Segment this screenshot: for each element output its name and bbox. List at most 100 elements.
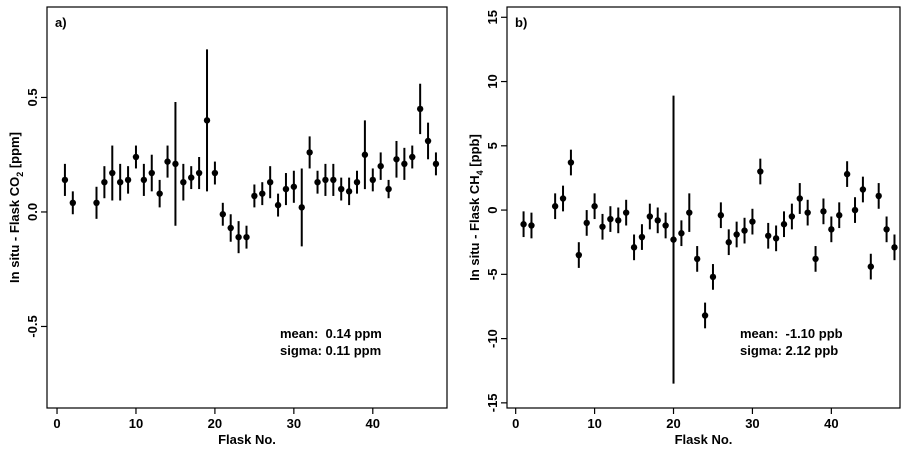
data-point (409, 153, 416, 161)
data-point (164, 158, 171, 165)
data-point (322, 176, 329, 184)
data-point (314, 178, 321, 186)
data-point (812, 255, 819, 263)
data-point (615, 217, 622, 224)
data-point (843, 170, 851, 178)
x-axis-label: Flask No. (218, 432, 276, 447)
data-point (678, 230, 685, 237)
data-point (298, 204, 305, 211)
data-point (432, 160, 440, 168)
data-point (188, 174, 195, 181)
y-axis-label: In situ - Flask CH4 [ppb] (467, 134, 485, 281)
data-point (859, 186, 867, 193)
data-point (551, 203, 559, 210)
data-point (670, 236, 677, 243)
data-point (820, 208, 827, 215)
panel-label: b) (515, 15, 527, 30)
x-tick-label: 0 (53, 416, 60, 431)
x-tick-label: 30 (745, 416, 759, 431)
data-point (416, 105, 424, 113)
data-point (891, 244, 898, 251)
data-point (61, 176, 69, 184)
y-tick-label: 10 (485, 74, 500, 88)
data-point (622, 209, 630, 216)
data-point (575, 251, 583, 259)
data-point (638, 233, 646, 241)
plot-frame (506, 6, 901, 409)
y-axis-label-part: [ppb] (467, 134, 482, 170)
x-tick-label: 30 (287, 416, 301, 431)
data-point (338, 185, 345, 193)
data-point (243, 233, 250, 241)
data-point (780, 221, 788, 228)
data-point (772, 235, 780, 242)
data-point (749, 218, 756, 225)
data-point (345, 188, 353, 195)
data-point (148, 169, 155, 177)
data-point (306, 149, 313, 156)
data-point (132, 153, 140, 161)
data-point (361, 151, 369, 158)
data-point (259, 190, 266, 197)
y-tick-label: -15 (485, 393, 500, 412)
data-point (741, 227, 748, 234)
data-point (377, 162, 384, 170)
data-point (140, 176, 148, 184)
plot-frame (46, 6, 448, 409)
data-point (93, 199, 100, 207)
data-point (180, 178, 187, 186)
data-point (385, 185, 392, 193)
data-point (630, 244, 638, 251)
data-point (686, 209, 693, 216)
data-point (203, 117, 211, 124)
data-point (424, 137, 432, 145)
data-point (662, 222, 669, 229)
y-tick-label: 0 (485, 206, 500, 213)
y-tick-label: -5 (485, 269, 500, 281)
x-tick-label: 20 (666, 416, 680, 431)
data-point (836, 212, 843, 219)
data-point (701, 312, 709, 319)
data-point (875, 192, 882, 200)
data-point (765, 232, 772, 239)
data-point (867, 263, 875, 270)
annotation: sigma: 0.11 ppm (280, 343, 381, 358)
data-point (393, 156, 400, 163)
data-point (369, 176, 376, 184)
data-point (156, 190, 163, 197)
y-tick-label: -10 (485, 329, 500, 348)
data-point (591, 203, 598, 210)
data-point (69, 199, 77, 207)
x-tick-label: 40 (824, 416, 838, 431)
data-point (290, 183, 298, 190)
y-tick-label: 15 (485, 10, 500, 24)
y-axis-label-part: 4 (475, 170, 485, 175)
y-axis-label-part: In situ - Flask CO (7, 177, 22, 283)
y-tick-label: 0.5 (25, 88, 40, 106)
annotation: mean: -1.10 ppb (740, 326, 843, 341)
x-tick-label: 40 (366, 416, 380, 431)
x-axis-label: Flask No. (675, 432, 733, 447)
data-point (796, 195, 803, 202)
y-axis-label-part: [ppm] (7, 132, 22, 172)
data-point (693, 255, 701, 263)
data-point (401, 160, 408, 168)
data-point (124, 176, 132, 184)
data-point (266, 178, 274, 186)
data-point (330, 176, 337, 184)
y-axis-label-part: 2 (15, 172, 25, 177)
data-point (195, 169, 203, 177)
data-point (353, 178, 361, 186)
data-point (607, 215, 614, 223)
y-tick-label: 5 (485, 142, 500, 149)
data-point (559, 195, 567, 202)
data-point (282, 185, 290, 193)
y-tick-label: -0.5 (25, 315, 40, 337)
y-tick-label: 0.0 (25, 203, 40, 221)
data-point (211, 169, 219, 177)
data-point (646, 213, 654, 220)
data-point (828, 226, 835, 233)
data-point (116, 178, 124, 186)
y-axis-label-part: In situ - Flask CH (467, 175, 482, 280)
